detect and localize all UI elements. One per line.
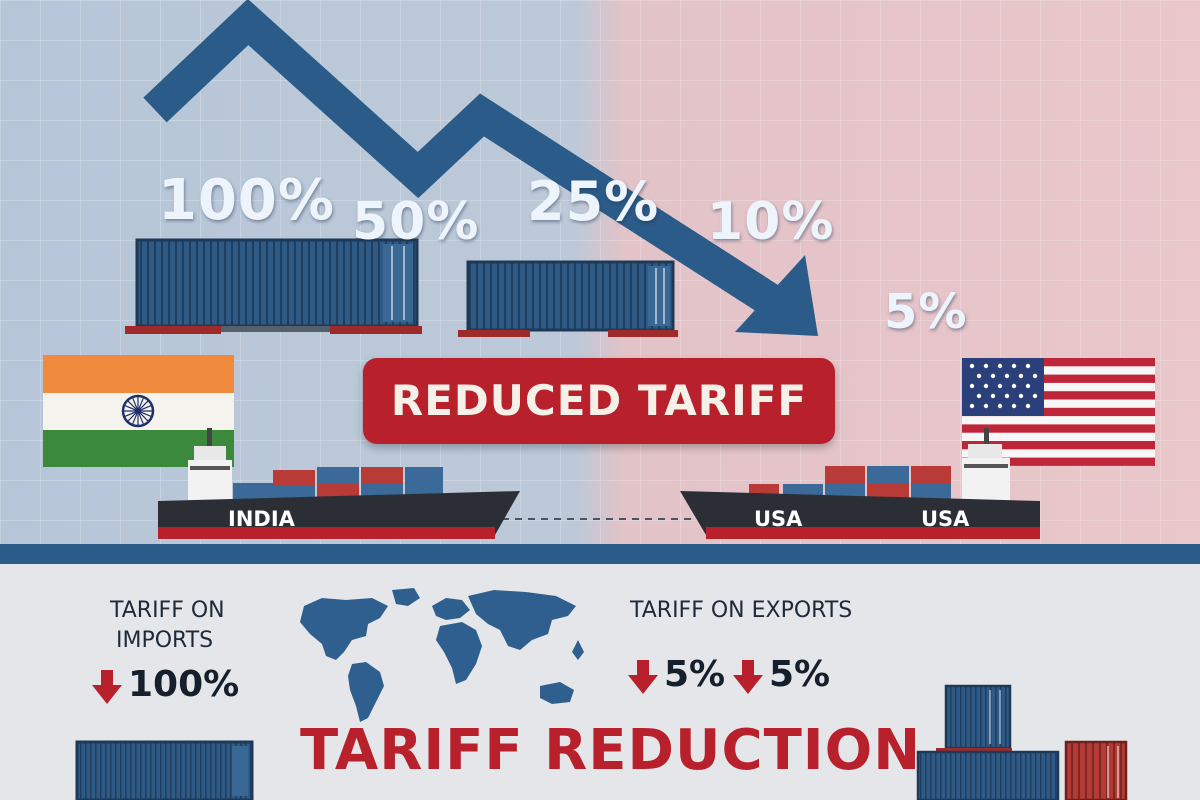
exports-caption: TARIFF ON EXPORTS: [630, 598, 853, 623]
imports-value: 100%: [128, 664, 240, 705]
percent-step-25: 25%: [527, 170, 660, 233]
banner-label: REDUCED TARIFF: [390, 376, 808, 425]
exports-value-1: 5%: [664, 654, 726, 695]
exports-value-2: 5%: [769, 654, 831, 695]
imports-caption-line2: IMPORTS: [116, 628, 214, 653]
red-down-arrow-icon: [92, 670, 122, 704]
percent-step-50: 50%: [352, 192, 480, 252]
cargo-ship-left: [158, 428, 520, 539]
ship-label-usa-1: USA: [754, 507, 803, 531]
container-stack-bottom-right: [916, 684, 1128, 800]
usa-flag-icon: [962, 358, 1155, 466]
red-down-arrow-icon: [628, 660, 658, 694]
container-middle: [458, 260, 678, 337]
large-container-left: [125, 238, 422, 334]
footer-title: TARIFF REDUCTION: [300, 718, 922, 783]
reduced-tariff-banner: REDUCED TARIFF: [363, 358, 835, 444]
downward-trend-arrow-icon: [143, 0, 818, 336]
percent-step-10: 10%: [707, 192, 835, 252]
cargo-ship-right: [680, 428, 1040, 539]
percent-step-100: 100%: [158, 168, 336, 233]
ship-label-usa-2: USA: [921, 507, 970, 531]
imports-caption-line1: TARIFF ON: [110, 598, 225, 623]
world-map-icon: [300, 588, 584, 722]
percent-step-5: 5%: [884, 284, 968, 340]
water-line: [0, 544, 1200, 564]
red-down-arrow-icon: [733, 660, 763, 694]
ship-label-india: INDIA: [228, 507, 295, 531]
container-bottom-left: [75, 740, 254, 800]
